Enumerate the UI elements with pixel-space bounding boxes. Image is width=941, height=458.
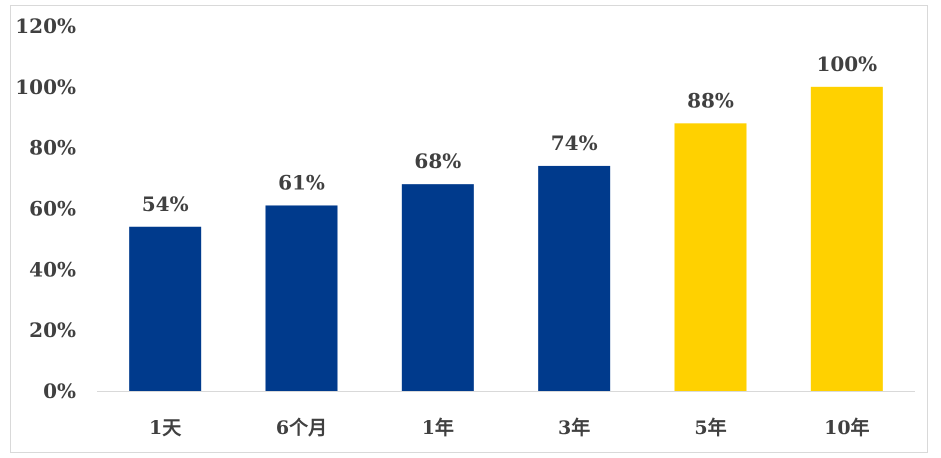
y-tick-label: 20% <box>29 318 76 342</box>
data-labels: 54% 61% 68% 74% 88% 100% <box>142 52 877 216</box>
y-tick-label: 0% <box>43 379 76 403</box>
bar <box>265 205 338 391</box>
y-tick-label: 40% <box>29 257 76 281</box>
bar <box>674 123 747 391</box>
y-tick-label: 100% <box>15 75 76 99</box>
bars <box>129 86 883 391</box>
bar <box>401 184 474 391</box>
bar <box>810 86 883 391</box>
bar-value-label: 54% <box>142 192 189 216</box>
x-tick-label: 10年 <box>824 416 869 439</box>
y-tick-label: 120% <box>15 14 76 38</box>
bar-value-label: 61% <box>278 170 325 194</box>
x-tick-label: 1年 <box>422 416 454 439</box>
bar <box>538 165 611 391</box>
y-tick-label: 80% <box>29 136 76 160</box>
y-axis-ticks: 0% 20% 40% 60% 80% 100% 120% <box>15 14 76 403</box>
bar-value-label: 74% <box>551 131 598 155</box>
x-axis-labels: 1天 6个月 1年 3年 5年 10年 <box>149 416 870 439</box>
bar <box>129 226 202 391</box>
x-tick-label: 1天 <box>149 417 182 439</box>
bar-value-label: 68% <box>414 149 461 173</box>
bar-value-label: 88% <box>687 88 734 112</box>
x-tick-label: 3年 <box>558 416 590 439</box>
x-tick-label: 5年 <box>694 416 726 439</box>
bar-value-label: 100% <box>816 52 877 76</box>
x-tick-label: 6个月 <box>276 417 327 439</box>
y-tick-label: 60% <box>29 197 76 221</box>
